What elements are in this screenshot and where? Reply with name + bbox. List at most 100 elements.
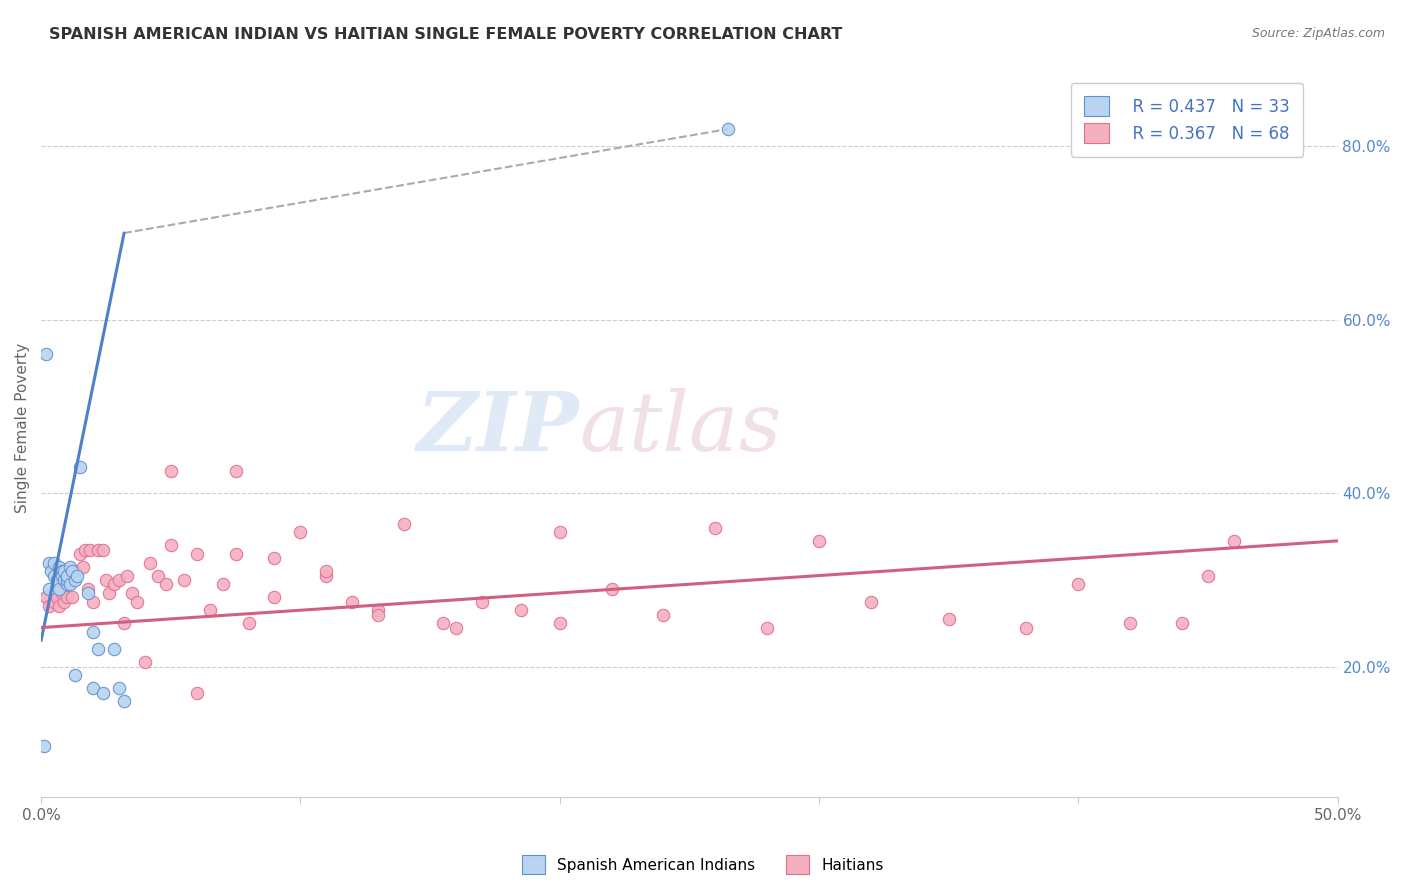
Point [1171,616,1194,631]
Point [51,586,73,600]
Point [159,538,181,552]
Point [51,564,73,578]
Point [76,586,98,600]
Point [108,681,131,696]
Point [87,542,110,557]
Text: atlas: atlas [579,388,782,468]
Point [432,616,454,631]
Point [1223,533,1246,548]
Point [56,568,79,582]
Point [35,347,58,361]
Point [112,616,135,631]
Point [159,465,181,479]
Point [59,560,82,574]
Point [79,542,101,557]
Point [1067,577,1090,591]
Text: SPANISH AMERICAN INDIAN VS HAITIAN SINGLE FEMALE POVERTY CORRELATION CHART: SPANISH AMERICAN INDIAN VS HAITIAN SINGL… [49,27,842,42]
Point [63,573,86,587]
Point [173,573,195,587]
Point [32,739,55,754]
Point [548,616,571,631]
Point [444,621,467,635]
Point [93,542,115,557]
Point [859,594,882,608]
Point [53,594,76,608]
Point [108,573,131,587]
Point [69,547,91,561]
Point [186,685,208,699]
Point [42,568,65,582]
Point [471,594,494,608]
Point [392,516,415,531]
Legend: Spanish American Indians, Haitians: Spanish American Indians, Haitians [516,849,890,880]
Point [146,568,169,582]
Y-axis label: Single Female Poverty: Single Female Poverty [15,343,30,513]
Point [139,556,162,570]
Point [60,591,83,605]
Point [82,594,104,608]
Point [59,577,82,591]
Point [717,122,740,136]
Point [225,465,247,479]
Point [103,577,125,591]
Point [808,533,831,548]
Point [198,603,221,617]
Point [238,616,260,631]
Point [1197,568,1219,582]
Point [367,607,389,622]
Point [48,582,70,596]
Point [41,564,63,578]
Point [72,560,94,574]
Point [38,582,60,596]
Point [1119,616,1142,631]
Point [97,586,120,600]
Point [53,564,76,578]
Point [756,621,779,635]
Point [342,594,364,608]
Point [66,568,89,582]
Point [60,564,83,578]
Point [42,556,65,570]
Point [1015,621,1038,635]
Point [115,568,138,582]
Point [225,547,247,561]
Point [82,624,104,639]
Point [704,521,727,535]
Point [367,603,389,617]
Text: ZIP: ZIP [416,388,579,468]
Point [652,607,675,622]
Point [155,577,177,591]
Point [63,668,86,682]
Point [38,599,60,613]
Point [290,525,312,540]
Point [53,573,76,587]
Point [112,694,135,708]
Point [35,591,58,605]
Point [600,582,623,596]
Legend:   R = 0.437   N = 33,   R = 0.367   N = 68: R = 0.437 N = 33, R = 0.367 N = 68 [1070,83,1303,157]
Point [56,591,79,605]
Point [315,564,337,578]
Point [938,612,960,626]
Point [42,594,65,608]
Point [45,573,67,587]
Point [63,564,86,578]
Point [186,547,208,561]
Point [69,460,91,475]
Point [75,542,97,557]
Point [76,582,98,596]
Point [121,586,143,600]
Point [87,642,110,657]
Point [263,551,285,566]
Point [93,685,115,699]
Text: Source: ZipAtlas.com: Source: ZipAtlas.com [1251,27,1385,40]
Point [125,594,148,608]
Point [509,603,531,617]
Point [548,525,571,540]
Point [211,577,233,591]
Point [82,681,104,696]
Point [315,568,337,582]
Point [51,568,73,582]
Point [38,556,60,570]
Point [103,642,125,657]
